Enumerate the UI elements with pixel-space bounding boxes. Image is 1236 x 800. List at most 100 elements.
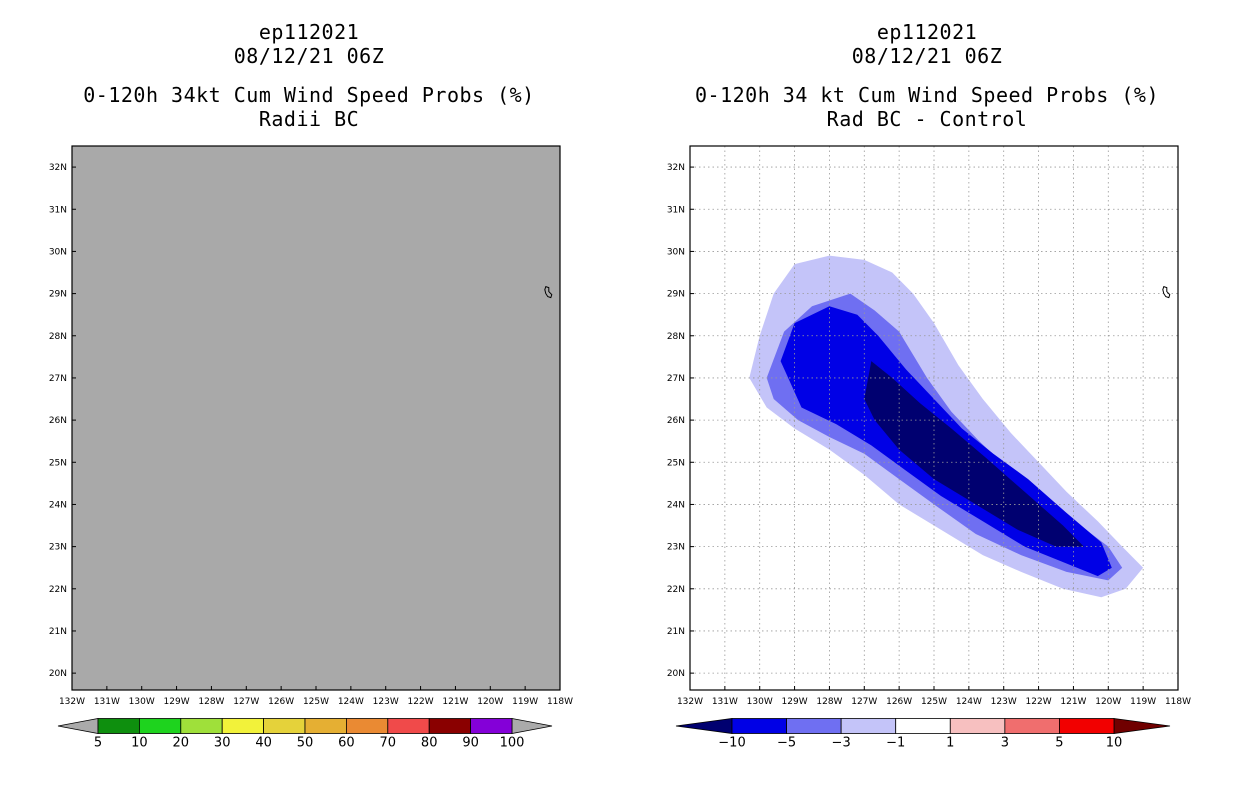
ytick-label-29N: 29N <box>49 290 67 300</box>
ytick-label-28N: 28N <box>667 332 685 342</box>
xtick-label-131W: 131W <box>94 697 120 707</box>
colorbar-high-arrow-1 <box>1113 718 1171 734</box>
ytick-label-32N: 32N <box>49 163 67 173</box>
right-title-line-3: 0-120h 34 kt Cum Wind Speed Probs (%) <box>694 83 1160 107</box>
ytick-label-23N: 23N <box>667 543 685 553</box>
colorbar-label-0-4: 40 <box>255 736 272 751</box>
colorbar-label-0-9: 90 <box>462 736 479 751</box>
xtick-label-118W: 118W <box>1165 697 1191 707</box>
plot-background-0 <box>72 146 560 690</box>
ytick-label-27N: 27N <box>49 374 67 384</box>
colorbar-low-arrow-1 <box>675 718 733 734</box>
left-title-line-2: 08/12/21 06Z <box>233 44 385 68</box>
colorbar-label-0-0: 5 <box>94 736 102 751</box>
xtick-label-125W: 125W <box>303 697 329 707</box>
right-title-line-4: Rad BC - Control <box>826 107 1028 131</box>
ytick-label-22N: 22N <box>667 585 685 595</box>
ytick-label-30N: 30N <box>49 247 67 257</box>
colorbar-swatch-1-3 <box>895 718 951 734</box>
xtick-label-132W: 132W <box>677 697 703 707</box>
ytick-label-26N: 26N <box>667 416 685 426</box>
colorbar-label-1-7: 10 <box>1106 736 1123 751</box>
right-title-line-1: ep112021 <box>876 20 978 44</box>
xtick-label-120W: 120W <box>1095 697 1121 707</box>
colorbar-swatch-1-0 <box>731 718 787 734</box>
xtick-label-125W: 125W <box>921 697 947 707</box>
colorbar-swatch-0-9 <box>470 718 513 734</box>
xtick-label-119W: 119W <box>1130 697 1156 707</box>
ytick-label-20N: 20N <box>667 669 685 679</box>
colorbar-label-0-10: 100 <box>500 736 525 751</box>
xtick-label-123W: 123W <box>991 697 1017 707</box>
xtick-label-122W: 122W <box>408 697 434 707</box>
colorbar-label-1-3: −1 <box>886 736 905 751</box>
colorbar-swatch-1-1 <box>786 718 842 734</box>
colorbar-label-0-7: 70 <box>380 736 397 751</box>
island-outline <box>1162 285 1171 299</box>
colorbar-label-1-1: −5 <box>777 736 796 751</box>
right-title-line-2: 08/12/21 06Z <box>851 44 1003 68</box>
xtick-label-127W: 127W <box>233 697 259 707</box>
xtick-label-122W: 122W <box>1026 697 1052 707</box>
ytick-label-27N: 27N <box>667 374 685 384</box>
colorbar-label-1-4: 1 <box>946 736 954 751</box>
colorbar-label-1-5: 3 <box>1001 736 1009 751</box>
colorbar-label-0-2: 20 <box>173 736 190 751</box>
colorbar-label-1-6: 5 <box>1055 736 1063 751</box>
ytick-label-26N: 26N <box>49 416 67 426</box>
colorbar-label-0-3: 30 <box>214 736 231 751</box>
left-title-line-3: 0-120h 34kt Cum Wind Speed Probs (%) <box>83 83 535 107</box>
colorbar-swatch-1-5 <box>1004 718 1060 734</box>
xtick-label-123W: 123W <box>373 697 399 707</box>
colorbar-label-0-6: 60 <box>338 736 355 751</box>
ytick-label-21N: 21N <box>49 627 67 637</box>
colorbar-label-1-0: −10 <box>718 736 745 751</box>
xtick-label-127W: 127W <box>851 697 877 707</box>
colorbar-label-0-5: 50 <box>297 736 314 751</box>
xtick-label-124W: 124W <box>956 697 982 707</box>
ytick-label-31N: 31N <box>49 205 67 215</box>
ytick-label-20N: 20N <box>49 669 67 679</box>
xtick-label-130W: 130W <box>129 697 155 707</box>
xtick-label-130W: 130W <box>747 697 773 707</box>
ytick-label-24N: 24N <box>49 500 67 510</box>
xtick-label-121W: 121W <box>442 697 468 707</box>
left-title-line-1: ep112021 <box>258 20 360 44</box>
xtick-label-128W: 128W <box>816 697 842 707</box>
left-title-line-4: Radii BC <box>258 107 360 131</box>
xtick-label-120W: 120W <box>477 697 503 707</box>
colorbar-label-0-8: 80 <box>421 736 438 751</box>
xtick-label-129W: 129W <box>164 697 190 707</box>
ytick-label-24N: 24N <box>667 500 685 510</box>
island-outline <box>544 285 553 299</box>
xtick-label-121W: 121W <box>1060 697 1086 707</box>
ytick-label-23N: 23N <box>49 543 67 553</box>
ytick-label-21N: 21N <box>667 627 685 637</box>
xtick-label-124W: 124W <box>338 697 364 707</box>
ytick-label-31N: 31N <box>667 205 685 215</box>
ytick-label-30N: 30N <box>667 247 685 257</box>
colorbar-swatch-1-4 <box>949 718 1006 734</box>
contour-fill--10 <box>864 361 1084 547</box>
ytick-label-29N: 29N <box>667 290 685 300</box>
left-chart: 32N 31N 30N 29N 28N 27N 26N 25N 24N 23N 22N 21N 20N 1… <box>49 145 573 751</box>
ytick-label-28N: 28N <box>49 332 67 342</box>
colorbar-swatch-1-2 <box>840 718 897 734</box>
colorbar-label-1-2: −3 <box>832 736 851 751</box>
ytick-label-32N: 32N <box>667 163 685 173</box>
ytick-label-25N: 25N <box>667 458 685 468</box>
colorbar-label-0-1: 10 <box>131 736 148 751</box>
left-title: ep112021 08/12/21 06Z 0-120h 34kt Cum Wi… <box>64 20 554 131</box>
xtick-label-129W: 129W <box>782 697 808 707</box>
xtick-label-119W: 119W <box>512 697 538 707</box>
xtick-label-128W: 128W <box>198 697 224 707</box>
xtick-label-132W: 132W <box>59 697 85 707</box>
ytick-label-25N: 25N <box>49 458 67 468</box>
ytick-label-22N: 22N <box>49 585 67 595</box>
right-title: ep112021 08/12/21 06Z 0-120h 34 kt Cum W… <box>680 20 1174 131</box>
xtick-label-126W: 126W <box>268 697 294 707</box>
xtick-label-118W: 118W <box>547 697 573 707</box>
xtick-label-126W: 126W <box>886 697 912 707</box>
colorbar-swatch-1-6 <box>1059 718 1115 734</box>
